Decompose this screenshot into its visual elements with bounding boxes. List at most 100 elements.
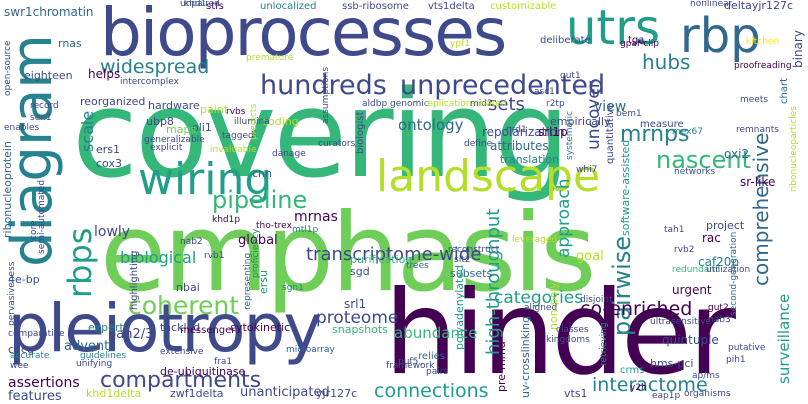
cloud-word: puf5 (398, 358, 418, 367)
cloud-word: generalizable (144, 136, 205, 145)
cloud-word: microarray (286, 346, 335, 355)
cloud-word: expert (88, 322, 124, 333)
cloud-word: guidelines (80, 352, 126, 361)
cloud-word: attributes (490, 140, 549, 152)
cloud-word: assertions (8, 376, 80, 390)
cloud-word: proofreading (734, 62, 792, 71)
cloud-word: connections (374, 382, 489, 401)
cloud-word: whi7 (576, 166, 597, 175)
cloud-word: danage (272, 150, 306, 159)
cloud-word: sr-like (740, 176, 775, 188)
cloud-word: tho-trex (256, 222, 292, 231)
cloud-word: unpaired (180, 0, 220, 9)
cloud-word: open-source (4, 40, 13, 96)
cloud-word: nonlinear (690, 0, 732, 9)
cloud-word: scale (80, 111, 96, 152)
cloud-word: y2h (630, 384, 647, 393)
cloud-word: semi-automated (38, 180, 47, 254)
cloud-word: software-assisted (620, 140, 631, 236)
cloud-word: systematic (566, 111, 575, 160)
cloud-word: pairwise (610, 236, 634, 336)
cloud-word: hms-pci (650, 358, 693, 369)
cloud-word: de-ubiquitinase (160, 366, 245, 377)
cloud-word: empirically (550, 116, 611, 127)
cloud-word: rbp (680, 12, 761, 60)
cloud-word: record (30, 102, 59, 111)
cloud-word: approach (556, 178, 573, 258)
cloud-word: unlocalized (260, 2, 317, 12)
cloud-word: rvbs (226, 108, 245, 117)
cloud-word: quintuple (662, 334, 719, 346)
cloud-word: vts1 (564, 388, 588, 399)
cloud-word: urgent (672, 284, 712, 296)
cloud-word: hardware (148, 100, 200, 111)
cloud-word: relies (418, 352, 445, 362)
cloud-word: features (8, 390, 62, 403)
cloud-word: tah1 (664, 226, 684, 235)
cloud-word: comprehensive (751, 133, 771, 286)
cloud-word: leveraged (512, 236, 557, 245)
cloud-word: mex67 (672, 128, 703, 137)
cloud-word: ssb-ribosome (342, 2, 409, 12)
cloud-word: rac (702, 232, 721, 244)
cloud-word: binary (792, 30, 804, 68)
cloud-word: proficiency (252, 229, 261, 278)
cloud-word: quantitative (606, 103, 616, 164)
cloud-word: accurate (10, 352, 49, 361)
cloud-word: genomic (390, 100, 429, 109)
cloud-word: putative (728, 344, 765, 353)
cloud-word: assumptions (322, 67, 331, 124)
cloud-word: intercomplex (120, 78, 179, 87)
cloud-word: ontology (398, 118, 464, 133)
cloud-word: sen1 (30, 114, 52, 123)
cloud-word: ers1 (96, 144, 120, 155)
cloud-word: eap1p (652, 392, 680, 401)
cloud-word: retrieving (600, 322, 609, 366)
cloud-word: explicit (150, 144, 182, 153)
cloud-word: ribonucleoparticles (790, 106, 799, 192)
cloud-word: rvb1 (204, 252, 224, 261)
cloud-word: messenger (180, 326, 235, 336)
cloud-word: surveillance (777, 294, 792, 384)
cloud-word: khd1delta (86, 388, 141, 399)
cloud-word: wee (10, 362, 28, 371)
cloud-word: r2tp (546, 100, 565, 109)
cloud-word: premature (246, 54, 293, 63)
cloud-word: gpar-clip (620, 40, 659, 49)
cloud-word: swr1chromatin (4, 6, 94, 18)
cloud-word: deltayjr127c (724, 0, 793, 11)
cloud-word: coherent (128, 293, 239, 318)
cloud-word: cox3 (96, 158, 122, 169)
cloud-word: cnn (252, 168, 272, 179)
cloud-word: mrnas (294, 210, 338, 224)
cloud-word: zwf1delta (170, 388, 224, 399)
cloud-word: cytokinetic (230, 322, 290, 333)
cloud-word: pervasiveness (8, 262, 17, 326)
cloud-word: highlighting (130, 251, 140, 310)
cloud-word: organisms (684, 390, 731, 399)
cloud-word: purification (350, 254, 412, 265)
cloud-word: bem1 (616, 110, 642, 119)
cloud-word: reorganized (80, 96, 145, 107)
cloud-word: kingdoms (546, 336, 590, 345)
cloud-word: ultrasensitive (650, 318, 711, 327)
cloud-word: asc1 (534, 88, 555, 97)
cloud-word: pipeline (212, 188, 307, 212)
cloud-word: define (464, 140, 492, 149)
cloud-word: rbps (64, 228, 96, 298)
cloud-word: snapshots (332, 324, 388, 335)
cloud-word: utilization (706, 266, 750, 275)
cloud-word: sgd (350, 266, 370, 277)
cloud-word: curators (318, 140, 355, 149)
cloud-word: kitchen (746, 38, 779, 47)
cloud-word: reconstruct (448, 246, 499, 255)
cloud-word: vts1delta (428, 2, 475, 12)
cloud-word: pairs (426, 368, 448, 377)
cloud-word: nab2 (180, 238, 203, 247)
cloud-word: sgn1 (282, 284, 304, 293)
cloud-word: khd1p (212, 216, 240, 225)
cloud-word: ypf1 (450, 40, 470, 49)
cloud-word: trees (406, 262, 429, 271)
cloud-word: unifying (76, 360, 112, 369)
